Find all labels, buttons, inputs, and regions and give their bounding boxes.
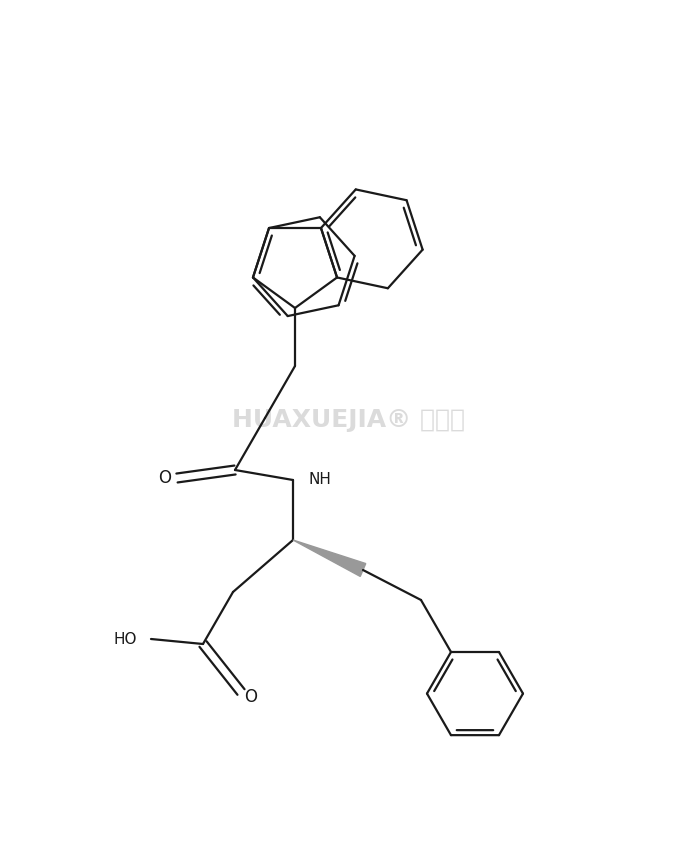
Text: HUAXUEJIA® 化学加: HUAXUEJIA® 化学加 <box>232 408 464 432</box>
Text: NH: NH <box>309 472 332 488</box>
Text: O: O <box>244 688 258 706</box>
Text: O: O <box>159 469 171 487</box>
Text: HO: HO <box>113 631 137 647</box>
Polygon shape <box>293 540 366 576</box>
